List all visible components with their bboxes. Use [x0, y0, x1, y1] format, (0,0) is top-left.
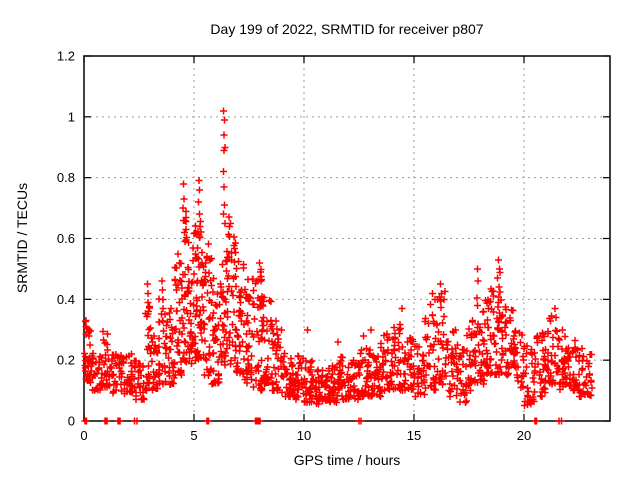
svg-text:0: 0: [68, 414, 75, 429]
svg-text:10: 10: [297, 428, 311, 443]
svg-text:1.2: 1.2: [57, 49, 75, 64]
svg-text:0.4: 0.4: [57, 292, 75, 307]
svg-text:0.2: 0.2: [57, 353, 75, 368]
svg-text:1: 1: [68, 109, 75, 124]
x-axis-label: GPS time / hours: [293, 452, 401, 468]
y-axis-label: SRMTID / TECUs: [14, 182, 30, 294]
data-points: [81, 107, 596, 425]
svg-text:5: 5: [190, 428, 197, 443]
svg-text:20: 20: [517, 428, 531, 443]
tick-marks: [83, 55, 610, 422]
svg-text:0.8: 0.8: [57, 170, 75, 185]
tick-labels: 0 5 10 15 20 0 0.2 0.4 0.6 0.8 1 1.2: [57, 49, 531, 444]
svg-text:0.6: 0.6: [57, 231, 75, 246]
chart-title: Day 199 of 2022, SRMTID for receiver p80…: [210, 21, 484, 37]
svg-text:15: 15: [407, 428, 421, 443]
svg-text:0: 0: [80, 428, 87, 443]
